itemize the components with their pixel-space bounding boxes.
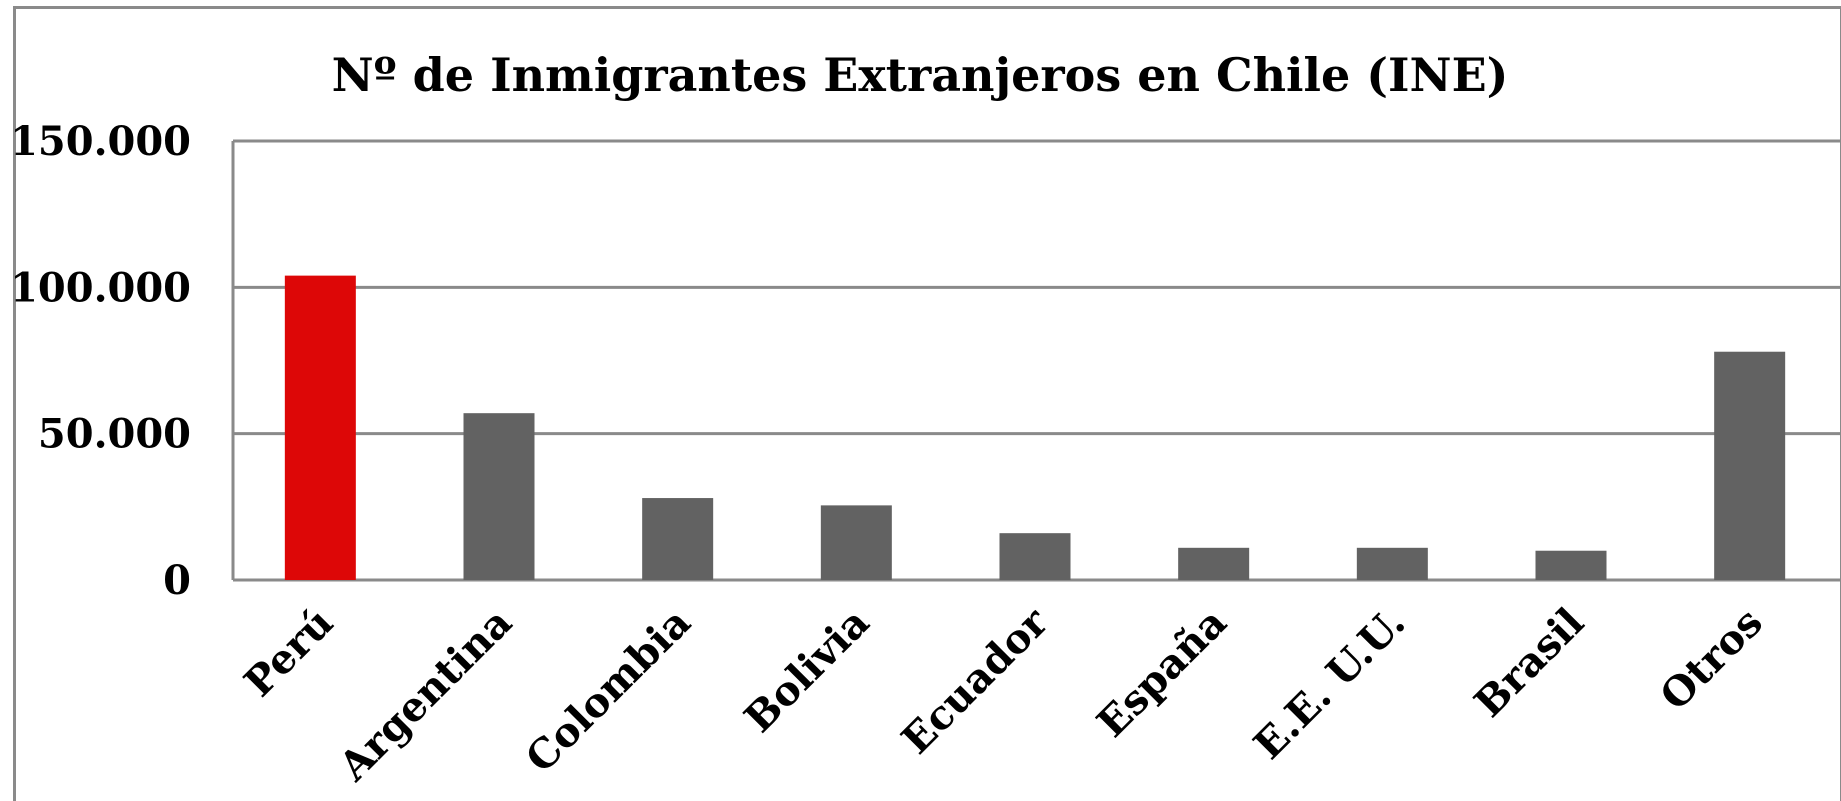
bar-colombia [642,498,714,580]
x-category-label: E.E. U.U. [1245,599,1415,769]
x-category-label: España [1088,599,1236,747]
bar-brasil [1535,550,1607,580]
bar-ecuador [999,533,1071,580]
bars [284,275,1786,580]
bar-bolivia [820,505,892,580]
x-category-label: Argentina [329,599,521,791]
x-category-label: Brasil [1465,599,1593,727]
y-tick-label: 50.000 [38,411,191,458]
y-axis-ticks: 0 50.000 100.000 150.000 [10,118,191,604]
y-tick-label: 100.000 [10,264,191,311]
x-category-label: Bolivia [735,599,878,742]
bar-argentina [463,413,535,580]
x-category-label: Perú [235,599,342,706]
bar-otros [1714,351,1786,580]
y-tick-label: 150.000 [10,118,191,165]
x-category-label: Otros [1651,599,1772,720]
chart-title: Nº de Inmigrantes Extranjeros en Chile (… [332,48,1509,102]
bar-espa-a [1178,547,1250,580]
bar-per [284,275,356,580]
bar-e-e-u-u [1356,547,1428,580]
x-category-label: Ecuador [893,598,1058,763]
x-category-label: Colombia [517,599,700,782]
y-tick-label: 0 [163,557,191,604]
